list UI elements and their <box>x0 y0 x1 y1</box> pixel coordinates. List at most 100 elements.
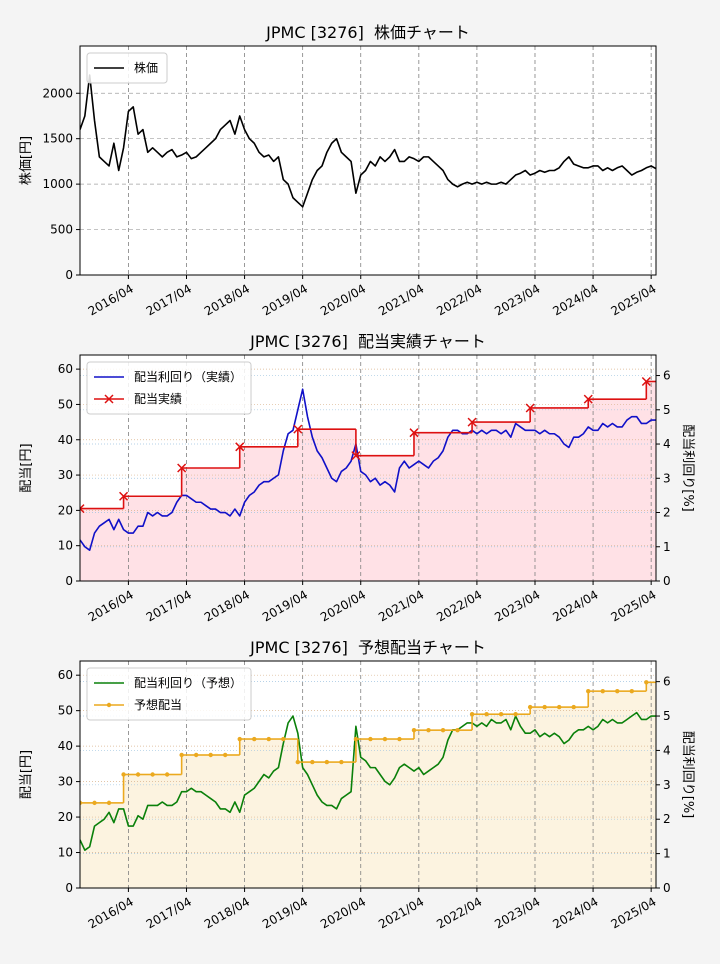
marker <box>469 712 475 717</box>
y2-tick-label: 6 <box>663 369 671 383</box>
y2-tick-label: 4 <box>663 437 671 451</box>
marker <box>266 736 271 742</box>
y-tick-label: 20 <box>58 810 73 824</box>
y-axis-label: 配当[円] <box>19 750 34 799</box>
legend-label: 配当利回り（予想） <box>134 675 242 690</box>
chart-title: JPMC [3276] 株価チャート <box>265 23 470 42</box>
y-tick-label: 20 <box>58 503 73 517</box>
y-tick-label: 0 <box>65 268 73 282</box>
y-tick-label: 30 <box>58 775 73 789</box>
y2-tick-label: 0 <box>663 881 671 895</box>
legend: 株価 <box>86 52 168 84</box>
legend-box <box>86 52 168 84</box>
marker <box>223 752 228 758</box>
marker <box>556 704 562 710</box>
legend-marker <box>104 394 114 404</box>
marker <box>527 704 533 710</box>
y2-tick-label: 2 <box>663 506 671 520</box>
marker <box>121 772 126 777</box>
plot-area <box>80 661 656 888</box>
marker <box>440 727 446 733</box>
y-tick-label: 10 <box>58 539 73 553</box>
y2-tick-label: 4 <box>663 743 671 757</box>
plot-frame <box>79 45 657 276</box>
marker <box>164 772 170 777</box>
legend-box <box>86 667 252 721</box>
marker <box>641 376 651 387</box>
y-tick-label: 0 <box>65 881 73 895</box>
marker <box>135 772 141 777</box>
plot-frame <box>79 354 657 582</box>
marker <box>467 417 477 427</box>
y2-axis-label: 配当利回り[%] <box>680 731 695 819</box>
y-tick-label: 40 <box>58 739 73 753</box>
plot-background <box>80 46 656 275</box>
marker <box>295 759 301 765</box>
y2-tick-label: 5 <box>663 403 671 417</box>
legend-label: 配当実績 <box>134 391 182 406</box>
marker <box>119 491 129 501</box>
y2-axis-label: 配当利回り[%] <box>680 424 695 512</box>
marker <box>525 403 535 413</box>
marker <box>513 712 518 717</box>
marker <box>235 442 245 452</box>
marker <box>498 712 504 717</box>
marker <box>193 752 199 758</box>
marker <box>382 736 388 742</box>
y-tick-label: 50 <box>58 397 73 411</box>
marker <box>397 736 402 742</box>
marker <box>310 759 315 765</box>
marker <box>92 800 97 806</box>
y-tick-label: 2000 <box>42 86 73 100</box>
plot-frame <box>79 660 657 889</box>
y-tick-label: 1500 <box>42 132 73 146</box>
marker <box>411 727 417 733</box>
marker <box>293 424 303 434</box>
y2-tick-label: 3 <box>663 778 671 792</box>
y2-tick-label: 1 <box>663 540 671 554</box>
y-axis-label: 配当[円] <box>19 443 34 492</box>
marker <box>409 428 419 438</box>
y2-tick-label: 6 <box>663 675 671 689</box>
data-line <box>80 74 656 208</box>
marker <box>237 736 242 742</box>
data-line <box>80 388 656 551</box>
marker <box>644 680 649 685</box>
marker <box>281 736 286 742</box>
y-tick-label: 1000 <box>42 177 73 191</box>
marker <box>80 504 85 514</box>
marker <box>106 800 112 806</box>
y-tick-label: 30 <box>58 468 73 482</box>
legend-label: 配当利回り（実績） <box>134 369 242 384</box>
legend-label: 予想配当 <box>134 697 182 712</box>
plot-area <box>80 46 656 275</box>
marker <box>80 800 83 806</box>
y-tick-label: 40 <box>58 433 73 447</box>
marker <box>179 752 184 758</box>
marker <box>177 463 187 473</box>
marker <box>150 772 155 777</box>
y2-tick-label: 1 <box>663 847 671 861</box>
marker <box>351 451 361 461</box>
legend-box <box>86 361 252 415</box>
marker <box>484 712 489 717</box>
y-tick-label: 10 <box>58 846 73 860</box>
legend-marker <box>106 702 112 708</box>
chart-title: JPMC [3276] 予想配当チャート <box>249 638 486 657</box>
marker <box>324 759 330 765</box>
marker <box>208 752 213 758</box>
marker <box>615 688 620 694</box>
marker <box>426 727 431 733</box>
y-tick-label: 60 <box>58 668 73 682</box>
marker <box>252 736 257 742</box>
marker <box>600 688 605 694</box>
y2-tick-label: 2 <box>663 812 671 826</box>
y-axis-label: 株価[円] <box>19 136 34 185</box>
marker <box>542 704 547 710</box>
chart-title: JPMC [3276] 配当実績チャート <box>249 332 486 351</box>
marker <box>583 394 593 404</box>
data-line <box>80 711 656 851</box>
marker <box>339 759 344 765</box>
y2-tick-label: 0 <box>663 574 671 588</box>
